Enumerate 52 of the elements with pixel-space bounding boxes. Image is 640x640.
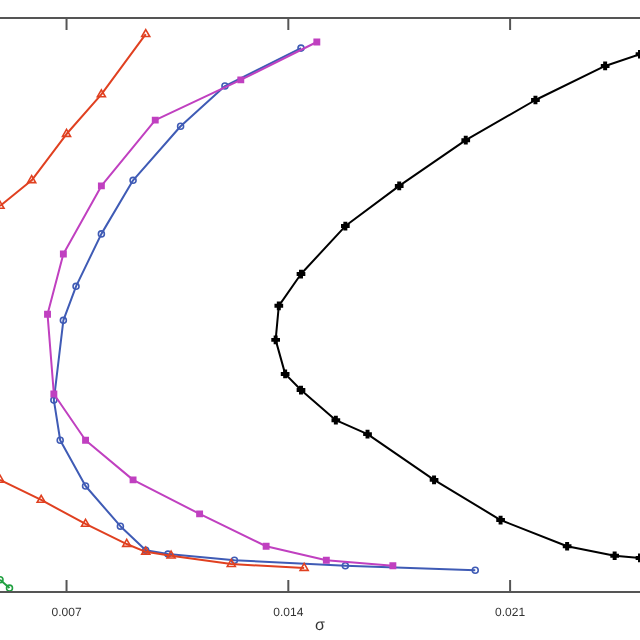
point [341,562,350,570]
point [5,584,14,592]
point [600,61,610,71]
point [341,221,350,231]
point [389,562,397,570]
point [50,396,58,404]
point [313,38,321,46]
point [26,174,37,184]
point [531,95,540,105]
point [230,556,239,564]
point [129,476,137,484]
point [299,562,309,572]
point [59,250,67,258]
point [296,269,306,279]
point [81,482,90,490]
point [274,301,284,311]
point [151,116,159,124]
point [296,385,306,395]
point [196,510,204,518]
point [140,28,151,38]
point [80,518,91,528]
point [61,128,72,138]
point [97,230,106,238]
point [96,88,107,98]
point [331,415,341,425]
point [44,310,51,318]
point [97,182,105,190]
point [394,181,404,191]
point [129,176,137,185]
point [322,556,330,564]
point [56,436,64,445]
point [121,538,132,548]
point [271,335,280,345]
point [82,436,89,444]
point [176,122,185,130]
point [50,390,58,398]
point [221,82,229,90]
point [72,282,80,291]
point [610,551,619,561]
point [36,494,47,504]
point [237,76,245,84]
x-axis-title: σ [315,616,326,634]
point [116,522,125,530]
point [429,475,439,485]
point [461,135,471,145]
point [164,550,172,558]
point [562,541,572,551]
point [363,429,372,439]
point [496,515,505,525]
point [280,369,290,379]
point [59,316,68,325]
point [262,542,270,550]
